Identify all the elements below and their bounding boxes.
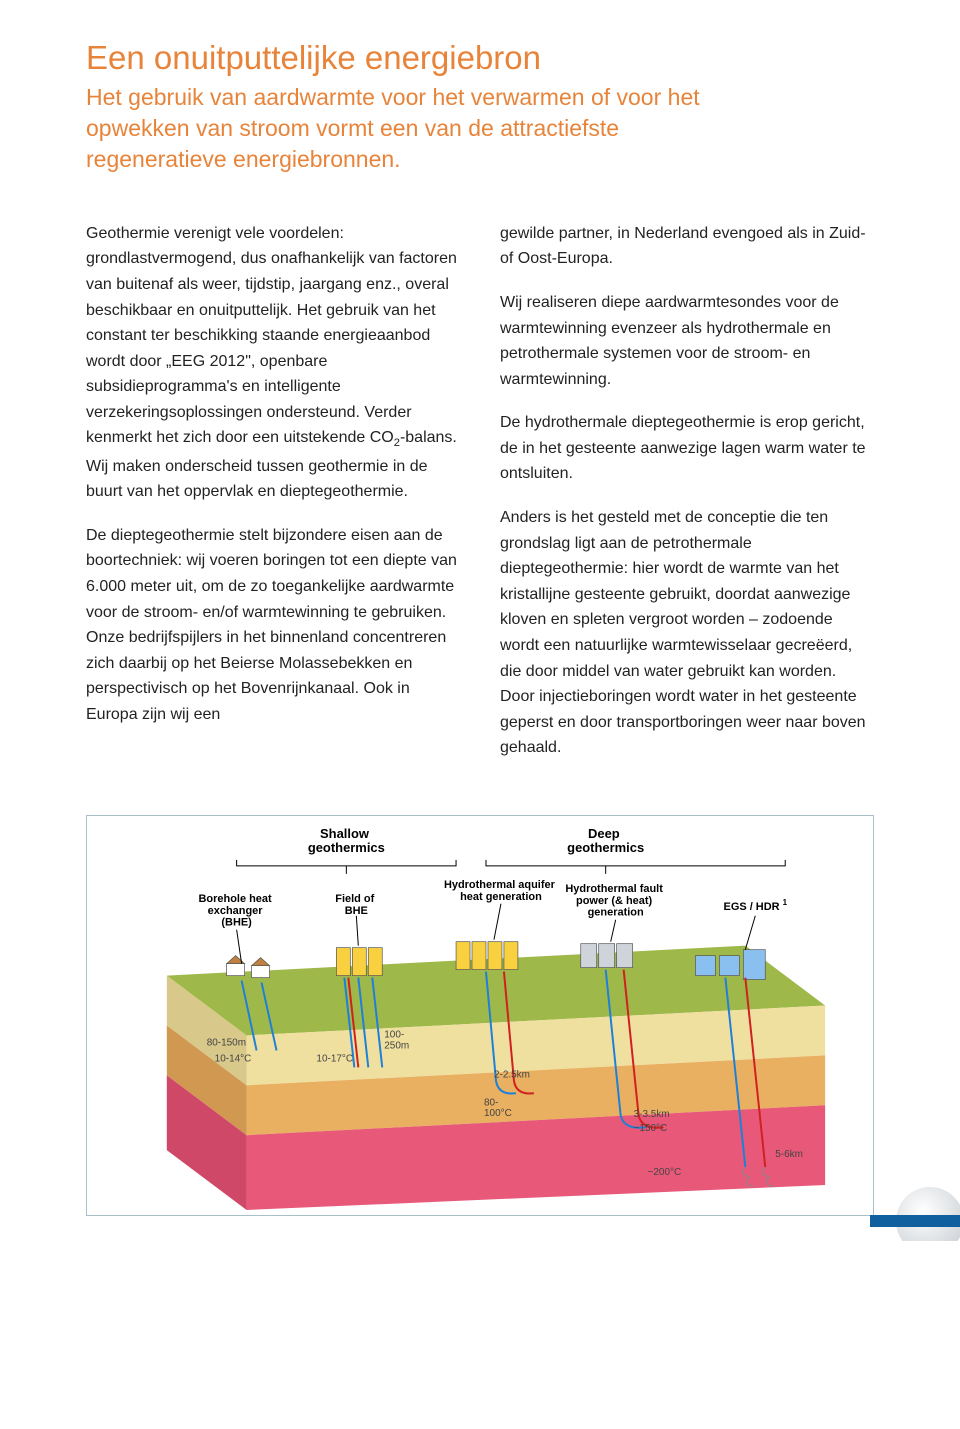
geothermics-diagram: Shallow geothermics Deep geothermics Bor… (86, 815, 874, 1221)
depth-aquifer: 2-2.5km (494, 1069, 530, 1080)
svg-text:Borehole heat exchan: Borehole heat exchanger (BHE) (199, 893, 275, 929)
body-left-p2: De dieptegeothermie stelt bijzondere eis… (86, 523, 460, 728)
diagram-group-shallow: Shallow geothermics (308, 826, 385, 855)
depth-bhe: 80-150m (207, 1037, 246, 1048)
diagram-label-field: Field of BHE (335, 893, 377, 946)
body-right-p1: gewilde partner, in Nederland evengoed a… (500, 221, 874, 272)
body-left-p1: Geothermie verenigt vele voordelen: gron… (86, 221, 460, 505)
diagram-group-deep: Deep geothermics (567, 826, 644, 855)
svg-text:EGS / HDR 1: EGS / HDR 1 (724, 898, 788, 913)
svg-text:Field of BHE: Field of BHE (335, 893, 377, 917)
temp-fault: ~150°C (634, 1123, 668, 1134)
body-right-p2: Wij realiseren diepe aardwarmtesondes vo… (500, 290, 874, 392)
bracket-deep (486, 860, 785, 874)
diagram-label-bhe: Borehole heat exchanger (BHE) (199, 893, 275, 964)
diagram-label-egs: EGS / HDR 1 (724, 898, 788, 950)
page-subtitle: Het gebruik van aardwarmte voor het verw… (86, 82, 706, 175)
column-left: Geothermie verenigt vele voordelen: gron… (86, 221, 460, 779)
column-right: gewilde partner, in Nederland evengoed a… (500, 221, 874, 779)
temp-bhe: 10-14°C (215, 1053, 252, 1064)
geothermics-svg: Shallow geothermics Deep geothermics Bor… (86, 815, 874, 1216)
svg-text:Hydrothermal fault p: Hydrothermal fault power (& heat) genera… (565, 883, 666, 919)
footer-logo (840, 1181, 960, 1241)
body-right-p4: Anders is het gesteld met de conceptie d… (500, 505, 874, 761)
depth-field: 100- 250m (384, 1029, 409, 1051)
diagram-label-fault: Hydrothermal fault power (& heat) genera… (565, 883, 666, 942)
temp-field: 10-17°C (316, 1053, 353, 1064)
page-title: Een onuitputtelijke energiebron (86, 38, 874, 78)
svg-text:Hydrothermal aquifer: Hydrothermal aquifer heat generation (444, 879, 558, 903)
temp-egs: ~200°C (648, 1167, 682, 1178)
depth-fault: 3-3.5km (634, 1109, 670, 1120)
diagram-label-aquifer: Hydrothermal aquifer heat generation (444, 879, 558, 940)
bracket-shallow (237, 860, 456, 874)
depth-egs: 5-6km (775, 1149, 803, 1160)
body-columns: Geothermie verenigt vele voordelen: gron… (86, 221, 874, 779)
body-right-p3: De hydrothermale dieptegeothermie is ero… (500, 410, 874, 487)
